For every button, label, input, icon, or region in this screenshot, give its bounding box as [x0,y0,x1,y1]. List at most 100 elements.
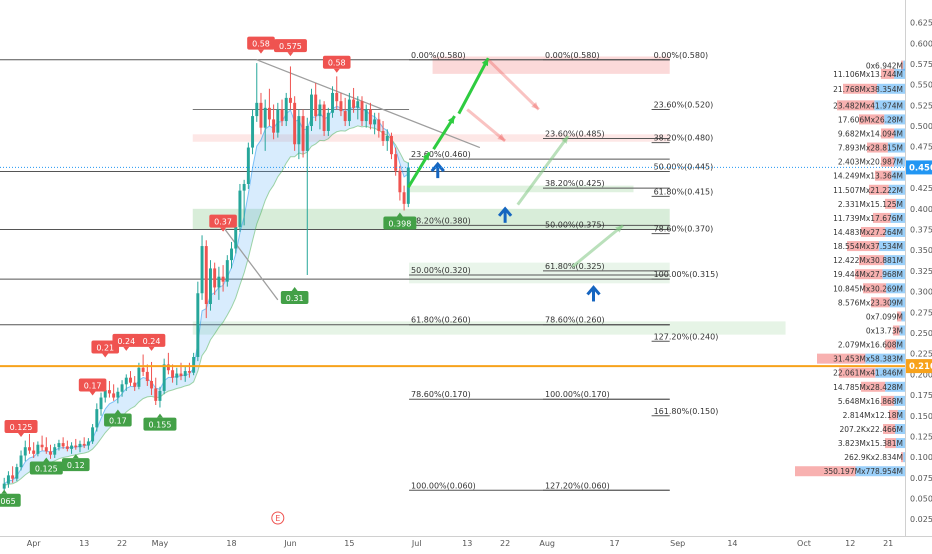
candle-body [180,374,183,376]
candle-body [154,388,157,400]
candle-body [3,484,6,489]
candle-body [297,116,300,144]
candle-body [205,246,208,304]
fib-level-label: 0.00%(0.580) [411,51,466,60]
fib-level-label: 161.80%(0.150) [654,407,719,416]
volume-label: 22.061Mx41.846M [833,369,903,378]
volume-label: 0x7.099M [866,312,903,321]
candle-body [7,475,10,483]
candle-body [91,427,94,441]
candle-body [95,409,98,427]
candle-body [314,95,317,117]
candle-body [70,446,73,449]
candle-body [196,293,199,357]
time-tick-label: Apr [27,539,42,548]
candle-body [361,101,364,121]
volume-label: 23.482Mx41.974M [833,101,903,110]
volume-label: 0x13.73M [866,326,903,335]
candle-body [32,451,35,454]
time-tick-label: 12 [845,539,855,548]
candle-body [390,136,393,154]
ref-price-label: 0.210 [909,362,932,372]
candle-body [369,109,372,124]
candle-body [230,249,233,261]
price-tick-label: 0.100 [910,453,932,462]
volume-label: 11.106Mx13.744M [833,70,903,79]
price-tick-label: 0.300 [910,288,932,297]
time-tick-label: 21 [883,539,893,548]
candle-body [129,378,132,383]
flag-label: 0.065 [0,497,16,506]
flag-label: 0.31 [286,294,304,303]
time-tick-label: 18 [226,539,236,548]
candle-body [15,467,18,479]
volume-label: 207.2Kx22.466M [839,425,903,434]
volume-label: 14.785Mx28.428M [833,383,903,392]
candle-body [335,93,338,101]
price-axis[interactable]: 0.0250.0500.0750.1000.1250.1500.1750.200… [906,0,932,536]
volume-label: 11.507Mx21.222M [833,186,903,195]
volume-label: 2.403Mx20.987M [838,158,903,167]
candle-body [133,383,136,387]
price-tick-label: 0.600 [910,39,932,48]
candle-body [293,103,296,144]
volume-label: 21.768Mx38.354M [833,85,903,94]
candle-body [150,381,153,388]
price-tick-label: 0.225 [910,350,932,359]
candle-body [192,357,195,373]
candle-body [331,93,334,113]
fib-level-label: 23.60%(0.460) [411,150,471,159]
volume-label: 2.331Mx15.125M [838,200,903,209]
flag-label: 0.17 [84,382,102,391]
candle-body [386,136,389,141]
flag-label: 0.24 [143,337,161,346]
candle-body [365,109,368,121]
candle-body [62,443,65,446]
flag-label: 0.58 [252,40,270,49]
volume-label: 14.483Mx27.264M [833,228,903,237]
candle-body [339,101,342,111]
fib-level-label: 0.00%(0.580) [545,51,600,60]
candle-body [11,475,14,478]
flag-label: 0.125 [35,464,58,473]
fib-level-label: 23.60%(0.520) [654,100,714,109]
candle-body [302,116,305,151]
volume-label: 31.453Mx58.383M [833,355,903,364]
flag-label: 0.17 [109,416,127,425]
candle-body [247,148,250,184]
time-tick-label: May [152,539,169,548]
candle-body [108,390,111,393]
fib-level-label: 38.20%(0.425) [545,179,605,188]
candle-body [352,100,355,108]
price-tick-label: 0.350 [910,246,932,255]
price-tick-label: 0.250 [910,329,932,338]
candle-body [79,444,82,447]
candle-body [201,246,204,293]
price-tick-label: 0.175 [910,391,932,400]
candle-body [20,455,23,467]
price-tick-label: 0.400 [910,205,932,214]
time-tick-label: 13 [79,539,89,548]
candle-body [188,371,191,373]
fib-level-label: 78.60%(0.370) [654,225,714,234]
price-tick-label: 0.625 [910,19,932,28]
candle-body [272,119,275,132]
candle-body [83,444,86,446]
flag-label: 0.12 [67,461,85,470]
volume-label: 12.422Mx30.881M [833,256,903,265]
candle-body [398,171,401,193]
fib-level-label: 0.00%(0.580) [654,51,709,60]
candle-body [137,368,140,387]
candle-body [356,101,359,108]
candle-body [142,368,145,372]
volume-label: 3.823Mx15.381M [838,439,903,448]
fib-level-label: 127.20%(0.240) [654,332,719,341]
candle-body [209,268,212,304]
flag-label: 0.58 [328,59,346,68]
candle-body [255,103,258,116]
candle-body [285,98,288,121]
volume-label: 11.739Mx17.676M [833,214,903,223]
volume-label: 18.554Mx37.534M [833,242,903,251]
